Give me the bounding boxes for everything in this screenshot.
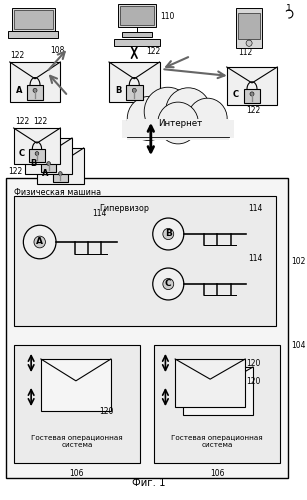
- FancyBboxPatch shape: [115, 39, 160, 46]
- Text: B: B: [115, 86, 121, 96]
- Text: 1: 1: [286, 4, 292, 13]
- FancyBboxPatch shape: [12, 8, 55, 31]
- Text: 114: 114: [248, 254, 262, 263]
- Circle shape: [166, 88, 211, 134]
- Text: B: B: [30, 160, 37, 168]
- Text: 106: 106: [70, 469, 84, 478]
- Text: 122: 122: [10, 51, 24, 60]
- Circle shape: [34, 236, 45, 248]
- Text: 106: 106: [210, 469, 224, 478]
- FancyBboxPatch shape: [154, 345, 280, 463]
- Circle shape: [163, 228, 174, 239]
- Text: 122: 122: [33, 117, 47, 126]
- FancyBboxPatch shape: [227, 67, 277, 105]
- FancyBboxPatch shape: [8, 31, 58, 38]
- Text: C: C: [165, 280, 172, 288]
- Circle shape: [246, 40, 252, 46]
- Text: Гостевая операционная
система: Гостевая операционная система: [171, 435, 263, 448]
- Text: 102: 102: [291, 256, 305, 266]
- Text: 122: 122: [146, 47, 160, 56]
- Text: 120: 120: [99, 407, 114, 416]
- Text: 108: 108: [51, 46, 65, 55]
- Text: A: A: [42, 170, 49, 178]
- Circle shape: [188, 98, 227, 139]
- Text: Гостевая операционная
система: Гостевая операционная система: [31, 435, 123, 448]
- FancyBboxPatch shape: [118, 4, 156, 27]
- FancyBboxPatch shape: [109, 62, 160, 102]
- Text: 122: 122: [8, 167, 22, 176]
- Text: 120: 120: [246, 359, 261, 368]
- FancyBboxPatch shape: [41, 359, 111, 411]
- Text: 110: 110: [161, 12, 175, 21]
- Circle shape: [47, 162, 50, 166]
- Text: 122: 122: [16, 117, 30, 126]
- FancyBboxPatch shape: [175, 359, 245, 407]
- Circle shape: [58, 172, 62, 175]
- Circle shape: [144, 87, 192, 136]
- FancyBboxPatch shape: [120, 6, 154, 25]
- FancyBboxPatch shape: [52, 169, 68, 182]
- Circle shape: [33, 88, 37, 92]
- Circle shape: [35, 152, 39, 156]
- FancyBboxPatch shape: [122, 120, 235, 138]
- FancyBboxPatch shape: [14, 345, 140, 463]
- Circle shape: [153, 268, 184, 300]
- FancyBboxPatch shape: [183, 367, 253, 415]
- Text: 104: 104: [291, 342, 305, 350]
- FancyBboxPatch shape: [6, 178, 288, 478]
- Text: 120: 120: [246, 377, 261, 386]
- Text: C: C: [233, 90, 239, 99]
- Text: 112: 112: [238, 48, 253, 57]
- Text: Интернет: Интернет: [158, 120, 202, 128]
- Circle shape: [158, 102, 198, 144]
- Circle shape: [127, 96, 170, 140]
- FancyBboxPatch shape: [27, 86, 43, 100]
- FancyBboxPatch shape: [41, 159, 56, 172]
- Text: Фиг. 1: Фиг. 1: [132, 478, 165, 488]
- Text: B: B: [165, 230, 172, 238]
- Text: 114: 114: [248, 204, 262, 213]
- Circle shape: [163, 278, 174, 289]
- FancyBboxPatch shape: [14, 196, 276, 326]
- Text: 114: 114: [92, 209, 107, 218]
- FancyBboxPatch shape: [14, 128, 60, 164]
- FancyBboxPatch shape: [238, 13, 260, 39]
- Text: A: A: [16, 86, 22, 96]
- FancyBboxPatch shape: [25, 138, 72, 174]
- FancyBboxPatch shape: [14, 10, 52, 29]
- FancyBboxPatch shape: [236, 8, 262, 48]
- FancyBboxPatch shape: [29, 149, 45, 162]
- Circle shape: [23, 225, 56, 259]
- Circle shape: [250, 92, 254, 96]
- Text: Физическая машина: Физическая машина: [14, 188, 101, 197]
- Text: C: C: [19, 150, 25, 158]
- Circle shape: [153, 218, 184, 250]
- Text: Гипервизор: Гипервизор: [99, 204, 149, 213]
- FancyBboxPatch shape: [126, 86, 143, 100]
- Text: 122: 122: [246, 106, 260, 115]
- FancyBboxPatch shape: [244, 89, 260, 103]
- FancyBboxPatch shape: [37, 148, 84, 184]
- Circle shape: [132, 88, 136, 92]
- FancyBboxPatch shape: [122, 32, 152, 36]
- FancyBboxPatch shape: [10, 62, 60, 102]
- FancyBboxPatch shape: [127, 118, 229, 140]
- Text: A: A: [36, 238, 43, 246]
